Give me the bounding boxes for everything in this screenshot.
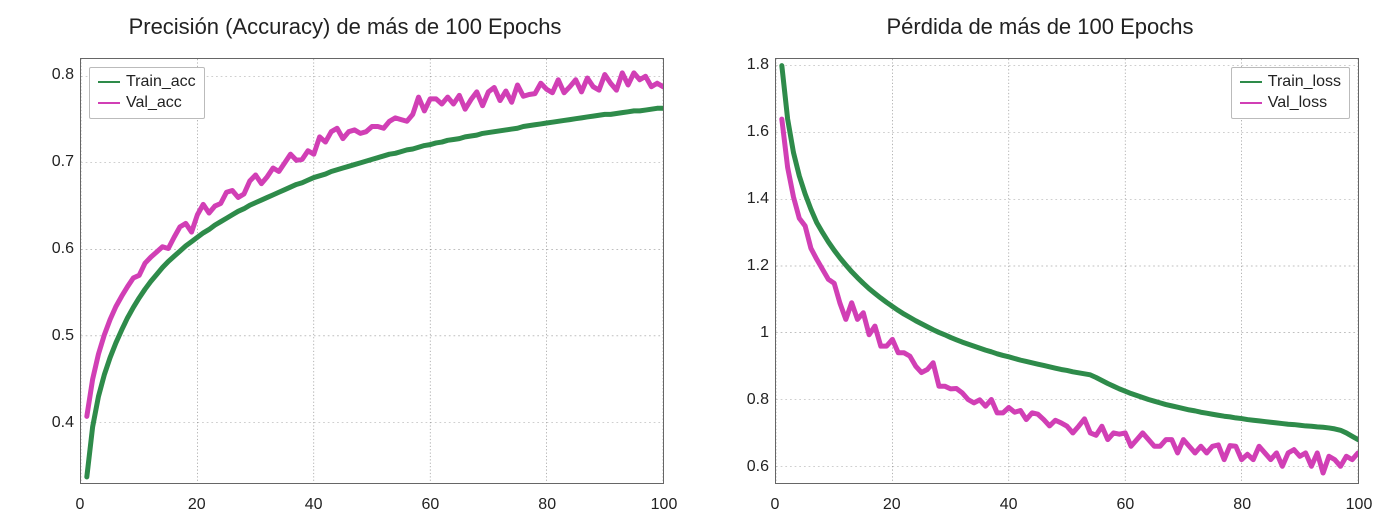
- ytick-label: 0.8: [705, 391, 769, 409]
- legend-swatch: [98, 102, 120, 104]
- loss-svg: [776, 59, 1358, 483]
- ytick-label: 1.8: [705, 56, 769, 74]
- xtick-label: 40: [1000, 496, 1018, 514]
- ytick-label: 1.4: [705, 190, 769, 208]
- loss-title: Pérdida de más de 100 Epochs: [705, 14, 1375, 40]
- legend-label: Val_acc: [126, 93, 182, 114]
- ytick-label: 0.7: [10, 153, 74, 171]
- ytick-label: 1.2: [705, 257, 769, 275]
- legend-row: Val_loss: [1240, 93, 1341, 114]
- ytick-label: 1.6: [705, 123, 769, 141]
- ytick-label: 0.8: [10, 66, 74, 84]
- legend-label: Train_loss: [1268, 72, 1341, 93]
- ytick-label: 0.4: [10, 414, 74, 432]
- xtick-label: 40: [305, 496, 323, 514]
- accuracy-plot-area: Train_accVal_acc: [80, 58, 664, 484]
- ytick-label: 0.5: [10, 327, 74, 345]
- legend-row: Val_acc: [98, 93, 196, 114]
- accuracy-svg: [81, 59, 663, 483]
- legend-swatch: [1240, 81, 1262, 83]
- xtick-label: 80: [1233, 496, 1251, 514]
- figure-root: Precisión (Accuracy) de más de 100 Epoch…: [0, 0, 1385, 532]
- accuracy-panel: Precisión (Accuracy) de más de 100 Epoch…: [10, 8, 680, 524]
- xtick-label: 0: [76, 496, 85, 514]
- xtick-label: 60: [1116, 496, 1134, 514]
- xtick-label: 60: [421, 496, 439, 514]
- loss-plot-area: Train_lossVal_loss: [775, 58, 1359, 484]
- legend-row: Train_loss: [1240, 72, 1341, 93]
- legend-label: Val_loss: [1268, 93, 1327, 114]
- ytick-label: 0.6: [10, 240, 74, 258]
- accuracy-title: Precisión (Accuracy) de más de 100 Epoch…: [10, 14, 680, 40]
- xtick-label: 0: [771, 496, 780, 514]
- accuracy-legend: Train_accVal_acc: [89, 67, 205, 119]
- ytick-label: 0.6: [705, 458, 769, 476]
- ytick-label: 1: [705, 324, 769, 342]
- legend-row: Train_acc: [98, 72, 196, 93]
- loss-legend: Train_lossVal_loss: [1231, 67, 1350, 119]
- legend-swatch: [98, 81, 120, 83]
- xtick-label: 20: [188, 496, 206, 514]
- legend-label: Train_acc: [126, 72, 196, 93]
- xtick-label: 20: [883, 496, 901, 514]
- legend-swatch: [1240, 102, 1262, 104]
- loss-panel: Pérdida de más de 100 Epochs Train_lossV…: [705, 8, 1375, 524]
- xtick-label: 100: [1346, 496, 1373, 514]
- xtick-label: 80: [538, 496, 556, 514]
- xtick-label: 100: [651, 496, 678, 514]
